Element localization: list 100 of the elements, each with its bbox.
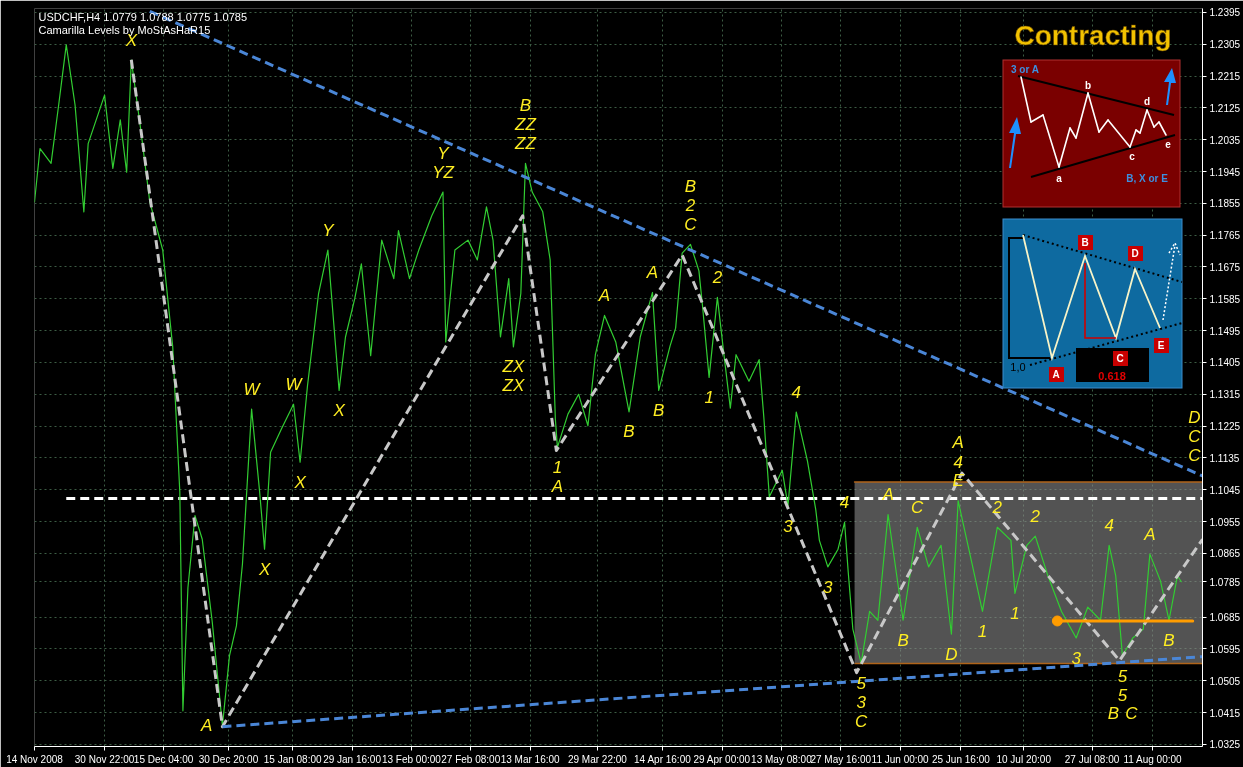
y-tick-label: 1.1045 (1209, 484, 1241, 496)
annotation: A (550, 476, 564, 496)
annotation: 1 (552, 458, 563, 478)
annotation: B (1107, 704, 1120, 724)
x-tick-label: 13 Feb 00:00 (381, 753, 442, 765)
annotation: B, X or E (1126, 172, 1169, 184)
annotation: a (1056, 172, 1063, 184)
annotation: 3 (783, 516, 794, 536)
annotation: 3 (823, 577, 834, 597)
annotation: 4 (839, 493, 850, 513)
annotation: 4 (1104, 516, 1114, 536)
x-tick-label: 27 Feb 08:00 (441, 753, 501, 765)
y-tick-label: 1.1675 (1209, 261, 1241, 273)
annotation: 4 (953, 452, 963, 472)
y-tick-label: 1.1315 (1209, 389, 1241, 401)
annotation: 3 (856, 693, 867, 713)
annotation: C (1125, 704, 1139, 724)
annotation: A (951, 433, 964, 453)
y-tick-label: 1.0325 (1209, 739, 1241, 751)
y-tick-label: 1.0865 (1209, 548, 1241, 560)
annotation: 3 (1071, 648, 1082, 668)
annotation: 1 (704, 388, 714, 408)
x-tick-label: 27 May 16:00 (810, 753, 872, 765)
annotation: ZX (501, 376, 525, 396)
annotation: 2 (711, 268, 723, 288)
annotation: C (684, 214, 698, 234)
annotation: ZX (501, 357, 525, 377)
annotation: ZZ (514, 133, 537, 153)
annotation: D (1188, 408, 1201, 428)
annotation: B (623, 422, 635, 442)
x-tick-label: 15 Dec 04:00 (133, 753, 194, 765)
x-tick-label: 30 Nov 22:00 (74, 753, 135, 765)
annotation: ZZ (514, 114, 537, 134)
x-tick-label: 29 Jan 16:00 (323, 753, 382, 765)
y-tick-label: 1.0505 (1209, 675, 1241, 687)
x-tick-label: 29 Apr 00:00 (693, 753, 751, 765)
annotation: 5 (1117, 666, 1128, 686)
annotation: C (1116, 352, 1124, 364)
annotation: A (200, 716, 213, 736)
annotation: Y (437, 143, 451, 163)
x-tick-label: 11 Jun 00:00 (871, 753, 930, 765)
y-tick-label: 1.1225 (1209, 421, 1241, 433)
y-tick-label: 1.0595 (1209, 643, 1241, 655)
x-tick-label: 27 Jul 08:00 (1064, 753, 1120, 765)
x-tick-label: 14 Nov 2008 (6, 753, 64, 765)
annotation: c (1129, 150, 1136, 162)
y-tick-label: 1.1945 (1209, 166, 1241, 178)
y-tick-label: 1.1495 (1209, 325, 1241, 337)
annotation: 4 (791, 382, 801, 402)
annotation: A (881, 485, 894, 505)
annotation: X (332, 400, 346, 420)
annotation: e (1165, 138, 1172, 150)
annotation: Y (322, 220, 336, 240)
y-tick-label: 1.0415 (1209, 707, 1241, 719)
annotation: 3 or A (1011, 63, 1039, 75)
annotation: A (645, 262, 659, 282)
annotation: b (1084, 79, 1092, 91)
annotation: C (1188, 427, 1202, 447)
annotation: YZ (432, 162, 455, 182)
annotation: A (1143, 524, 1156, 544)
y-tick-label: 1.1405 (1209, 357, 1241, 369)
x-tick-label: 14 Apr 16:00 (634, 753, 692, 765)
annotation: A (1052, 368, 1060, 380)
annotation: W (285, 374, 304, 394)
annotation: 2 (991, 498, 1003, 518)
x-tick-label: 25 Jun 16:00 (931, 753, 991, 765)
annotation: C (911, 497, 925, 517)
annotation: C (855, 711, 868, 731)
annotation: d (1143, 95, 1151, 107)
x-tick-label: 10 Jul 20:00 (996, 753, 1052, 765)
y-tick-label: 1.2305 (1209, 39, 1241, 51)
annotation: 1 (1010, 604, 1020, 624)
y-tick-label: 1.1765 (1209, 230, 1241, 242)
y-tick-label: 1.0785 (1209, 576, 1241, 588)
annotation: X (257, 559, 271, 579)
y-tick-label: 1.0685 (1209, 612, 1241, 624)
annotation: Contracting (1014, 19, 1172, 51)
annotation: B (1163, 630, 1175, 650)
annotation: X (293, 472, 307, 492)
y-tick-label: 1.1135 (1209, 452, 1240, 464)
y-tick-label: 1.2215 (1209, 71, 1241, 83)
annotation: B (1081, 236, 1089, 248)
y-tick-label: 1.2125 (1209, 102, 1241, 114)
x-tick-label: 30 Dec 20:00 (198, 753, 259, 765)
annotation: B (897, 630, 909, 650)
annotation: 0.618 (1098, 370, 1126, 382)
x-tick-label: 15 Jan 08:00 (263, 753, 323, 765)
annotation: A (597, 285, 611, 305)
annotation: 1,0 (1010, 361, 1026, 373)
annotation: B (684, 176, 697, 196)
y-tick-label: 1.1855 (1209, 198, 1241, 210)
x-tick-label: 13 Mar 16:00 (500, 753, 561, 765)
annotation: D (1131, 247, 1139, 259)
annotation: E (1157, 339, 1165, 351)
annotation: 2 (1029, 507, 1041, 527)
annotation: 5 (856, 674, 867, 694)
y-tick-label: 1.0955 (1209, 516, 1241, 528)
y-tick-label: 1.1585 (1209, 293, 1241, 305)
x-tick-label: 13 May 08:00 (751, 753, 813, 765)
annotation: 1 (977, 622, 988, 642)
